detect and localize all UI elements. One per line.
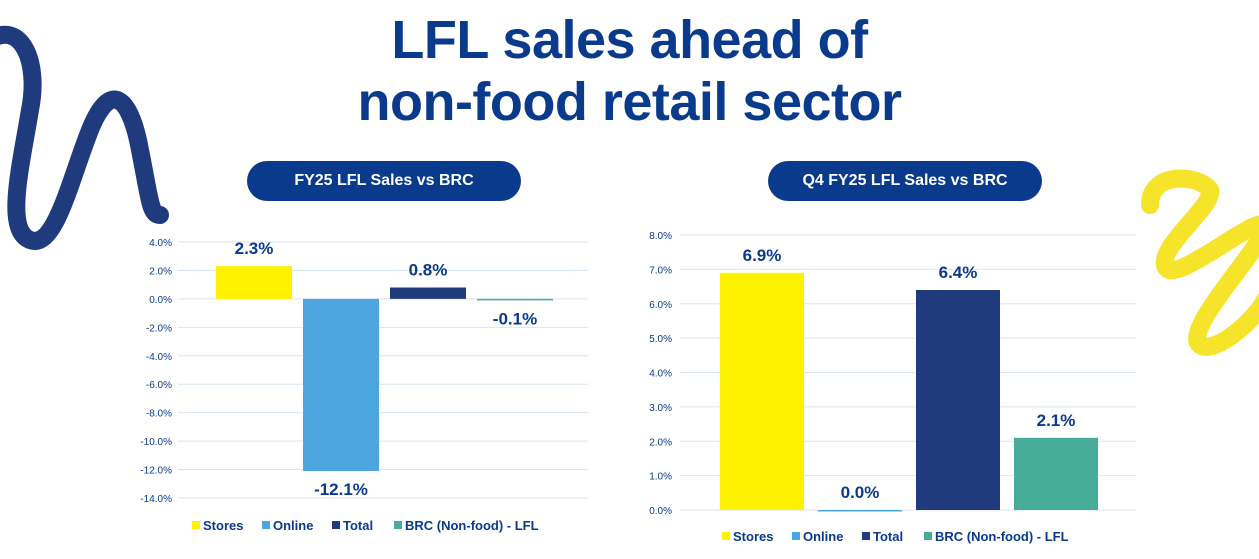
y-tick-label: 2.0% [149, 266, 172, 277]
y-tick-label: 8.0% [649, 231, 672, 242]
y-tick-label: 0.0% [149, 295, 172, 306]
y-tick-label: -12.0% [140, 466, 172, 477]
bar-brc [1014, 437, 1098, 510]
legend-label-total: Total [343, 518, 373, 533]
bar-online [818, 510, 902, 512]
legend-label-brc: BRC (Non-food) - LFL [405, 518, 539, 533]
chart-title-pill-q4: Q4 FY25 LFL Sales vs BRC [768, 161, 1042, 201]
data-label-total: 0.8% [409, 261, 448, 280]
legend-swatch-online [262, 521, 270, 529]
legend-swatch-total [862, 532, 870, 540]
data-label-online: -12.1% [314, 480, 368, 499]
right-squiggle-decoration [1141, 169, 1259, 356]
y-tick-label: -4.0% [146, 352, 172, 363]
y-tick-label: 1.0% [649, 472, 672, 483]
y-tick-label: 7.0% [649, 265, 672, 276]
data-label-brc: -0.1% [493, 309, 537, 328]
y-tick-label: 0.0% [649, 506, 672, 517]
data-label-stores: 2.3% [235, 239, 274, 258]
y-tick-label: 3.0% [649, 403, 672, 414]
y-tick-label: -2.0% [146, 323, 172, 334]
data-label-total: 6.4% [939, 263, 978, 282]
y-tick-label: -8.0% [146, 409, 172, 420]
y-tick-label: 6.0% [649, 300, 672, 311]
bar-brc [477, 298, 553, 301]
y-tick-label: -6.0% [146, 380, 172, 391]
legend-swatch-stores [722, 532, 730, 540]
bar-stores [216, 266, 292, 299]
legend-swatch-brc [924, 532, 932, 540]
y-tick-label: -14.0% [140, 494, 172, 505]
page-title-line-1: LFL sales ahead of [391, 10, 868, 70]
y-tick-label: 2.0% [649, 437, 672, 448]
legend-swatch-online [792, 532, 800, 540]
legend-swatch-stores [192, 521, 200, 529]
legend-swatch-total [332, 521, 340, 529]
left-squiggle-decoration [0, 25, 169, 250]
y-tick-label: 4.0% [649, 369, 672, 380]
bar-total [916, 290, 1000, 510]
bar-total [390, 287, 466, 299]
data-label-brc: 2.1% [1037, 411, 1076, 430]
y-tick-label: 4.0% [149, 238, 172, 249]
chart-title-pill-fy25: FY25 LFL Sales vs BRC [247, 161, 521, 201]
bar-stores [720, 272, 804, 510]
y-tick-label: -10.0% [140, 437, 172, 448]
page-title-line-2: non-food retail sector [357, 72, 902, 132]
legend-label-online: Online [803, 529, 843, 544]
legend-label-online: Online [273, 518, 313, 533]
legend-label-stores: Stores [203, 518, 243, 533]
legend-label-brc: BRC (Non-food) - LFL [935, 529, 1069, 544]
y-tick-label: 5.0% [649, 334, 672, 345]
legend-swatch-brc [394, 521, 402, 529]
bar-online [303, 298, 379, 471]
data-label-stores: 6.9% [743, 246, 782, 265]
legend-label-stores: Stores [733, 529, 773, 544]
legend-label-total: Total [873, 529, 903, 544]
data-label-online: 0.0% [841, 483, 880, 502]
